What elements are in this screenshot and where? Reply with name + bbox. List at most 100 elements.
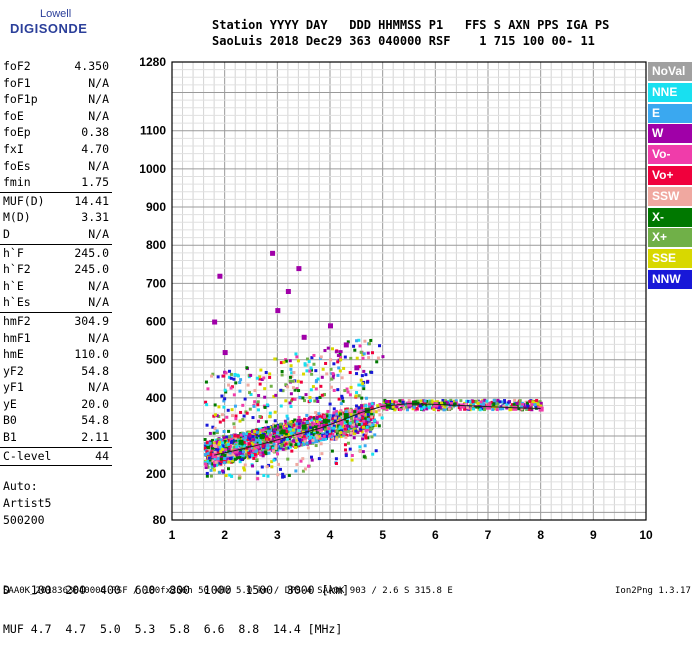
- echo-pixel: [309, 438, 313, 442]
- legend-item-w: W: [648, 124, 692, 144]
- echo-pixel: [286, 441, 290, 445]
- echo-pixel: [239, 449, 243, 453]
- y-tick-label: 800: [146, 238, 166, 252]
- echo-pixel: [365, 416, 369, 420]
- echo-pixel: [407, 405, 411, 409]
- echo-pixel: [297, 429, 301, 433]
- echo-pixel: [505, 403, 509, 407]
- echo-pixel: [361, 356, 365, 360]
- echo-pixel: [378, 344, 382, 348]
- legend-item-x: X-: [648, 207, 692, 227]
- distance-row: D 100 200 400 600 800 1000 1500 3000 [km…: [3, 584, 349, 597]
- echo-pixel: [289, 427, 293, 431]
- echo-pixel: [251, 464, 255, 468]
- echo-pixel: [229, 444, 233, 448]
- echo-pixel: [488, 402, 492, 406]
- param-value: 304.9: [74, 313, 109, 328]
- param-value: 245.0: [74, 262, 109, 277]
- echo-pixel: [374, 424, 378, 428]
- echo-pixel: [528, 399, 532, 403]
- echo-pixel: [290, 449, 294, 453]
- echo-pixel: [447, 407, 451, 411]
- param-label: h`E: [3, 278, 24, 293]
- echo-pixel: [364, 396, 368, 400]
- echo-pixel: [242, 455, 246, 459]
- echo-pixel: [259, 451, 263, 455]
- echo-pixel: [335, 409, 339, 413]
- echo-pixel: [363, 339, 367, 343]
- param-row: M(D) 3.31: [0, 209, 112, 226]
- echo-pixel: [314, 411, 318, 415]
- param-label: foEs: [3, 158, 31, 173]
- echo-pixel: [289, 431, 293, 435]
- echo-pixel: [344, 448, 348, 452]
- echo-pixel: [230, 414, 234, 418]
- echo-pixel: [239, 444, 243, 448]
- echo-pixel: [263, 440, 267, 444]
- param-row: h`Es N/A: [0, 294, 112, 311]
- echo-pixel: [261, 454, 265, 458]
- echo-pixel: [308, 399, 312, 403]
- echo-pixel: [287, 433, 291, 437]
- echo-pixel: [232, 377, 236, 381]
- echo-pixel: [208, 441, 212, 445]
- echo-pixel: [284, 442, 288, 446]
- echo-pixel: [225, 446, 229, 450]
- param-label: B0: [3, 413, 17, 428]
- param-separator: [0, 243, 112, 245]
- echo-pixel: [245, 432, 249, 436]
- echo-pixel: [320, 415, 324, 419]
- data-point: [343, 342, 349, 348]
- echo-pixel: [294, 436, 298, 440]
- echo-pixel: [305, 421, 309, 425]
- echo-pixel: [385, 408, 389, 412]
- echo-pixel: [301, 396, 305, 400]
- echo-pixel: [290, 371, 294, 375]
- echo-pixel: [266, 443, 270, 447]
- echo-pixel: [336, 388, 340, 392]
- echo-pixel: [220, 413, 224, 417]
- data-point: [238, 439, 244, 445]
- echo-pixel: [231, 458, 235, 462]
- echo-pixel: [241, 454, 245, 458]
- footer-file-info: SAA0K_2018363040000.RSF / 180fx256h 50 k…: [3, 586, 453, 596]
- echo-pixel: [320, 438, 324, 442]
- echo-pixel: [524, 400, 528, 404]
- echo-pixel: [206, 387, 210, 391]
- echo-pixel: [422, 405, 426, 409]
- echo-pixel: [311, 416, 315, 420]
- echo-pixel: [258, 440, 262, 444]
- echo-pixel: [251, 416, 255, 420]
- echo-pixel: [340, 434, 344, 438]
- echo-pixel: [352, 436, 356, 440]
- echo-pixel: [315, 396, 319, 400]
- echo-pixel: [390, 399, 394, 403]
- echo-pixel: [315, 420, 319, 424]
- echo-pixel: [336, 426, 340, 430]
- echo-pixel: [330, 449, 334, 453]
- echo-pixel: [205, 403, 209, 407]
- echo-pixel: [354, 408, 358, 412]
- echo-pixel: [307, 432, 311, 436]
- echo-pixel: [360, 396, 364, 400]
- echo-pixel: [291, 397, 295, 401]
- echo-pixel: [245, 411, 249, 415]
- echo-pixel: [438, 406, 442, 410]
- echo-pixel: [310, 432, 314, 436]
- echo-pixel: [256, 400, 260, 404]
- echo-pixel: [331, 372, 335, 376]
- echo-pixel: [348, 447, 352, 451]
- echo-pixel: [229, 376, 233, 380]
- echo-pixel: [257, 419, 261, 423]
- echo-pixel: [370, 435, 374, 439]
- echo-pixel: [227, 375, 231, 379]
- echo-pixel: [424, 403, 428, 407]
- echo-pixel: [350, 424, 354, 428]
- echo-pixel: [362, 421, 366, 425]
- echo-pixel: [355, 424, 359, 428]
- echo-pixel: [252, 404, 256, 408]
- echo-pixel: [375, 360, 379, 364]
- param-label: hmE: [3, 347, 24, 362]
- auto-label: Auto:: [3, 479, 38, 493]
- echo-pixel: [262, 474, 266, 478]
